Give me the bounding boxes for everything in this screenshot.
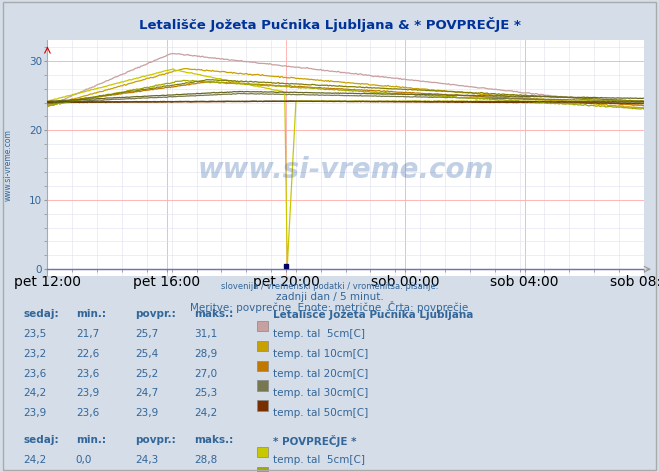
Text: 21,7: 21,7 [76, 329, 99, 339]
Text: 22,6: 22,6 [76, 349, 99, 359]
Text: 28,8: 28,8 [194, 455, 217, 465]
Text: 25,4: 25,4 [135, 349, 158, 359]
Text: temp. tal  5cm[C]: temp. tal 5cm[C] [273, 329, 366, 339]
Text: Letališče Jožeta Pučnika Ljubljana & * POVPREČJE *: Letališče Jožeta Pučnika Ljubljana & * P… [138, 17, 521, 32]
Text: povpr.:: povpr.: [135, 435, 176, 445]
Text: zadnji dan / 5 minut.: zadnji dan / 5 minut. [275, 292, 384, 302]
Text: sedaj:: sedaj: [23, 309, 59, 319]
Text: 31,1: 31,1 [194, 329, 217, 339]
Text: 23,5: 23,5 [23, 329, 46, 339]
Text: 0,0: 0,0 [76, 455, 92, 465]
Text: temp. tal  5cm[C]: temp. tal 5cm[C] [273, 455, 366, 465]
Text: temp. tal 20cm[C]: temp. tal 20cm[C] [273, 369, 369, 379]
Text: sedaj:: sedaj: [23, 435, 59, 445]
Text: 23,9: 23,9 [135, 408, 158, 418]
Text: 23,9: 23,9 [76, 388, 99, 398]
Text: Letališče Jožeta Pučnika Ljubljana: Letališče Jožeta Pučnika Ljubljana [273, 309, 474, 320]
Text: 24,7: 24,7 [135, 388, 158, 398]
Text: povpr.:: povpr.: [135, 309, 176, 319]
Text: temp. tal 30cm[C]: temp. tal 30cm[C] [273, 388, 369, 398]
Text: 24,2: 24,2 [23, 388, 46, 398]
Text: 23,6: 23,6 [76, 369, 99, 379]
Text: * POVPREČJE *: * POVPREČJE * [273, 435, 357, 447]
Text: 23,6: 23,6 [23, 369, 46, 379]
Text: min.:: min.: [76, 435, 106, 445]
Text: min.:: min.: [76, 309, 106, 319]
Text: 28,9: 28,9 [194, 349, 217, 359]
Text: 24,3: 24,3 [135, 455, 158, 465]
Text: temp. tal 10cm[C]: temp. tal 10cm[C] [273, 349, 369, 359]
Text: 25,3: 25,3 [194, 388, 217, 398]
Text: 25,2: 25,2 [135, 369, 158, 379]
Text: 23,9: 23,9 [23, 408, 46, 418]
Text: 24,2: 24,2 [194, 408, 217, 418]
Text: 24,2: 24,2 [23, 455, 46, 465]
Text: Meritve: povprečne  Enote: metrične  Črta: povprečje: Meritve: povprečne Enote: metrične Črta:… [190, 301, 469, 312]
Text: 23,2: 23,2 [23, 349, 46, 359]
Text: 23,6: 23,6 [76, 408, 99, 418]
Text: maks.:: maks.: [194, 309, 234, 319]
Text: www.si-vreme.com: www.si-vreme.com [198, 156, 494, 184]
Text: www.si-vreme.com: www.si-vreme.com [4, 129, 13, 201]
Text: 27,0: 27,0 [194, 369, 217, 379]
Text: temp. tal 50cm[C]: temp. tal 50cm[C] [273, 408, 369, 418]
Text: maks.:: maks.: [194, 435, 234, 445]
Text: slovenija / vremenski podatki / vromenitsa: pisanje.: slovenija / vremenski podatki / vromenit… [221, 282, 438, 291]
Text: 25,7: 25,7 [135, 329, 158, 339]
